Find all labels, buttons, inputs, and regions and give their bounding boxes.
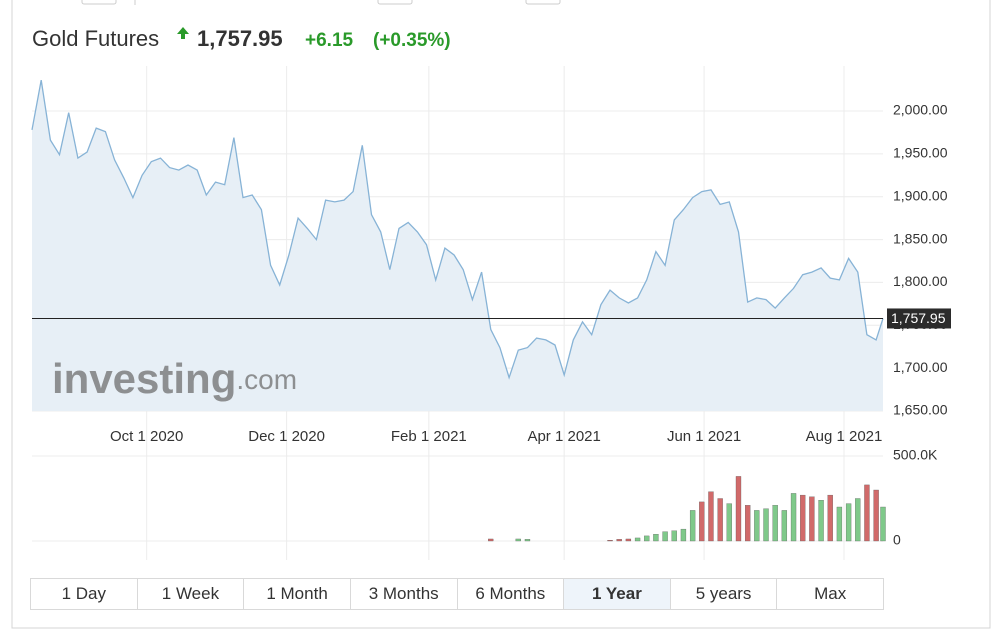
volume-bar [607,540,613,542]
volume-bar [515,538,521,542]
range-button[interactable]: 6 Months [458,579,565,609]
volume-bar [634,537,641,542]
x-tick-label: Feb 1 2021 [391,428,467,445]
volume-bar [800,494,806,542]
range-button[interactable]: Max [814,584,847,603]
instrument-title: Gold Futures [32,26,159,51]
plot: 1,650.001,700.001,750.001,800.001,850.00… [31,66,951,560]
y-tick-label: 1,650.00 [893,402,948,418]
up-arrow [177,27,189,39]
volume-bar [855,498,861,542]
top-control [525,0,561,5]
range-button[interactable]: 5 years [671,579,778,609]
range-button[interactable]: 1 Day [31,579,138,609]
range-button[interactable]: 3 Months [351,579,458,609]
volume-bar [625,538,632,542]
change: +6.15 [305,30,354,51]
volume-bar [671,530,677,542]
volume-bar [735,476,742,542]
range-button[interactable]: 1 Year [564,579,671,609]
x-tick-label: Apr 1 2021 [527,428,600,445]
range-buttons: 1 Day 1 Week 1 Month 3 Months 6 Months 1 Year… [30,578,884,610]
price-line [31,79,884,380]
x-tick-label: Oct 1 2020 [110,428,183,445]
volume-bar [726,503,732,542]
volume-bar [827,494,833,542]
range-button[interactable]: 1 Week [138,579,245,609]
y-tick-label: 1,800.00 [893,273,948,289]
frame [11,0,991,629]
volume-bar [818,500,824,542]
volume-bar [699,501,705,542]
range-button[interactable]: 1 Month [244,579,351,609]
volume-bar [772,505,778,542]
x-tick-label: Jun 1 2021 [667,428,741,445]
y-tick-label: 1,850.00 [893,230,948,246]
price: 1,757.95 [197,26,283,51]
volume-bar [864,484,870,542]
volume-bar [689,510,696,542]
volume-bar [836,506,843,542]
y-tick-label: 1,900.00 [893,187,948,203]
y-tick-label: 2,000.00 [893,102,948,118]
volume-bar [662,531,668,542]
change-pct: (+0.35%) [373,30,451,51]
volume-bar [745,505,751,542]
volume-bar [616,539,622,542]
volume-bar [781,510,788,542]
volume-bar [488,538,494,542]
watermark-main: investing [52,355,236,402]
y-tick-label: 1,950.00 [893,145,948,161]
y2-tick-label: 0 [893,532,901,548]
watermark: investing.com [52,355,297,402]
y-tick-label: 1,700.00 [893,359,948,375]
volume-bar [653,534,659,542]
volume-bar [708,491,714,542]
volume-bar [790,493,797,542]
volume-bar [754,510,760,542]
y2-tick-label: 500.0K [893,447,938,463]
volume-bar [717,498,723,542]
volume-bar [809,496,815,542]
volume-bar [680,528,687,542]
volume-bar [763,508,769,542]
volume-bar [524,539,531,542]
volume-bar [880,506,886,542]
x-tick-label: Aug 1 2021 [806,428,883,445]
volume-bar [644,535,650,542]
watermark-suffix: .com [236,364,297,395]
top-control [377,0,413,5]
x-tick-label: Dec 1 2020 [248,428,325,445]
price-area [32,80,883,411]
last-price-tag [887,308,951,329]
top-control [81,0,117,5]
last-price-label: 1,757.95 [891,310,946,326]
volume-bar [845,503,852,542]
volume-bar [873,489,879,542]
